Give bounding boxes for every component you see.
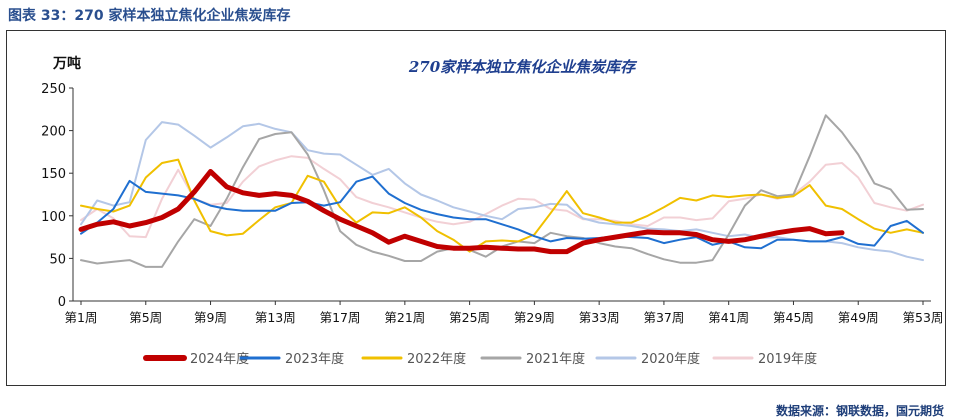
legend-label: 2022年度 <box>407 351 466 367</box>
x-tick-label: 第1周 <box>65 310 98 325</box>
series-line <box>78 169 845 255</box>
x-tick-label: 第41周 <box>708 310 749 325</box>
series-line <box>80 158 924 253</box>
x-tick-label: 第21周 <box>384 310 425 325</box>
chart-frame <box>6 30 946 386</box>
x-tick-label: 第29周 <box>514 310 555 325</box>
x-tick-label: 第13周 <box>255 310 296 325</box>
x-tick-label: 第17周 <box>320 310 361 325</box>
x-tick-label: 第45周 <box>773 310 814 325</box>
line-chart: 270家样本独立焦化企业焦炭库存 万吨 0 50 100 150 200 250 第1周 第5周 第… <box>41 55 944 367</box>
legend-label: 2023年度 <box>285 351 344 367</box>
y-tick-label: 0 <box>58 295 66 310</box>
figure-title: 图表 33：270 家样本独立焦化企业焦炭库存 <box>8 8 291 24</box>
y-tick-label: 250 <box>41 82 66 97</box>
x-tick-label: 第5周 <box>129 310 162 325</box>
y-axis-label: 万吨 <box>52 55 81 72</box>
legend-label: 2024年度 <box>190 351 249 367</box>
y-tick-label: 50 <box>49 252 66 267</box>
series-line <box>80 175 924 250</box>
chart-title: 270家样本独立焦化企业焦炭库存 <box>408 58 638 76</box>
x-tick-label: 第53周 <box>903 310 944 325</box>
x-tick-label: 第37周 <box>643 310 684 325</box>
y-tick-label: 150 <box>41 167 66 182</box>
y-tick-label: 200 <box>41 125 66 140</box>
x-tick-label: 第33周 <box>579 310 620 325</box>
x-tick-label: 第49周 <box>838 310 879 325</box>
y-tick-label: 100 <box>41 210 66 225</box>
source-note: 数据来源：钢联数据，国元期货 <box>775 404 944 418</box>
series-line <box>80 121 924 262</box>
legend-label: 2020年度 <box>641 351 700 367</box>
x-tick-label: 第25周 <box>449 310 490 325</box>
legend-label: 2019年度 <box>758 351 817 367</box>
x-tick-label: 第9周 <box>194 310 227 325</box>
legend-label: 2021年度 <box>526 351 585 367</box>
